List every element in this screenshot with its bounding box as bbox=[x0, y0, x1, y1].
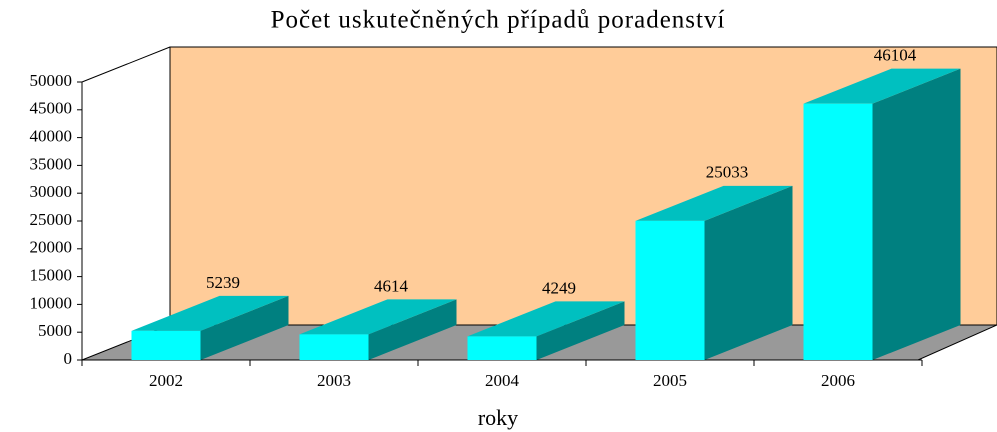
bar-top bbox=[803, 68, 961, 104]
y-tick-label: 25000 bbox=[30, 210, 73, 229]
value-label: 46104 bbox=[874, 46, 917, 65]
bar bbox=[635, 220, 705, 360]
y-tick-label: 40000 bbox=[30, 127, 73, 146]
x-tick-label: 2006 bbox=[821, 371, 855, 390]
bar-side bbox=[200, 295, 289, 360]
y-tick-label: 35000 bbox=[30, 154, 73, 173]
y-tick-label: 15000 bbox=[30, 266, 73, 285]
x-tick-label: 2003 bbox=[317, 371, 351, 390]
x-tick-label: 2004 bbox=[485, 371, 520, 390]
y-tick-label: 0 bbox=[64, 349, 73, 368]
x-tick-label: 2002 bbox=[149, 371, 183, 390]
bar-side bbox=[704, 185, 793, 360]
y-tick-label: 5000 bbox=[38, 321, 72, 340]
bar-top bbox=[131, 295, 289, 331]
bar bbox=[467, 336, 537, 360]
chart-title: Počet uskutečněných případů poradenství bbox=[271, 7, 726, 34]
bar-top bbox=[467, 301, 625, 337]
value-label: 4249 bbox=[542, 278, 576, 297]
bar-side bbox=[536, 301, 625, 360]
y-tick-label: 30000 bbox=[30, 182, 73, 201]
bar-top bbox=[635, 185, 793, 221]
bar bbox=[803, 103, 873, 361]
wall-edge bbox=[81, 46, 171, 83]
y-tick-label: 50000 bbox=[30, 71, 73, 90]
y-tick-label: 45000 bbox=[30, 99, 73, 118]
value-label: 4614 bbox=[374, 276, 409, 295]
y-tick-label: 10000 bbox=[30, 293, 73, 312]
value-label: 5239 bbox=[206, 273, 240, 292]
bar bbox=[299, 334, 369, 360]
x-axis-label: roky bbox=[478, 405, 518, 430]
bar-side bbox=[872, 68, 961, 361]
bar-side bbox=[368, 299, 457, 360]
bar-top bbox=[299, 299, 457, 335]
bar bbox=[131, 330, 201, 360]
y-tick-label: 20000 bbox=[30, 238, 73, 257]
value-label: 25033 bbox=[706, 163, 749, 182]
x-tick-label: 2005 bbox=[653, 371, 687, 390]
